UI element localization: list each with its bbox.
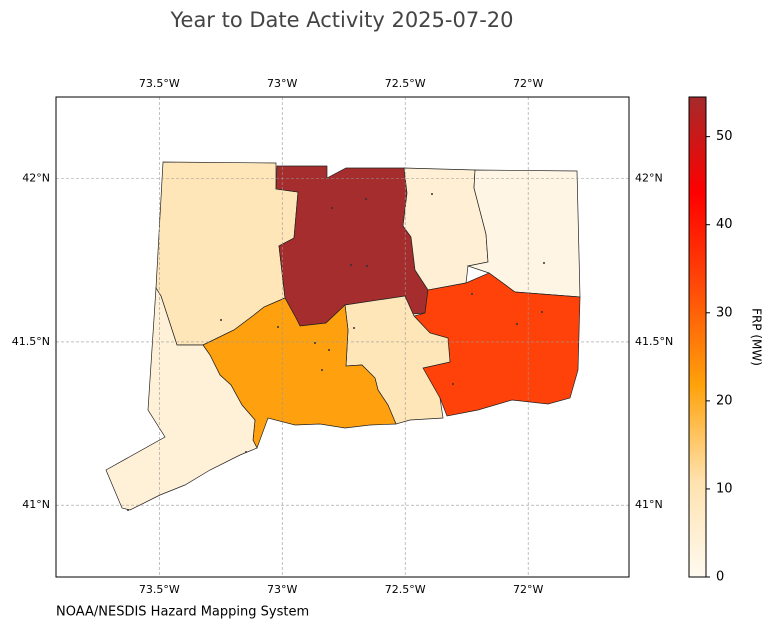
y-tick-label: 41°N — [22, 498, 50, 511]
x-tick-label: 73.5°W — [139, 77, 180, 90]
y-tick-label: 42°N — [635, 172, 663, 185]
x-tick-label: 73.5°W — [139, 583, 180, 596]
colorbar-tick-label: 40 — [716, 217, 733, 232]
colorbar-tick-label: 10 — [716, 481, 733, 496]
hotspot — [245, 451, 247, 453]
x-tick-label: 73°W — [267, 77, 297, 90]
x-tick-label: 72°W — [513, 77, 543, 90]
colorbar-tick-label: 0 — [716, 570, 724, 585]
hotspot — [541, 311, 543, 313]
county — [105, 286, 258, 511]
y-tick-label: 42°N — [22, 172, 50, 185]
colorbar-tick-label: 50 — [716, 129, 733, 144]
colorbar-tick-label: 20 — [716, 393, 733, 408]
hotspot — [516, 323, 518, 325]
hotspot — [331, 207, 333, 209]
hotspot — [366, 265, 368, 267]
y-tick-label: 41.5°N — [12, 335, 50, 348]
hotspot — [220, 319, 222, 321]
colorbar-label: FRP (MW) — [750, 308, 764, 366]
hotspot — [314, 342, 316, 344]
hotspot — [321, 369, 323, 371]
hotspot — [431, 193, 433, 195]
map-title: Year to Date Activity 2025-07-20 — [169, 8, 513, 32]
x-tick-label: 72°W — [513, 583, 543, 596]
x-tick-label: 73°W — [267, 583, 297, 596]
y-tick-label: 41.5°N — [635, 335, 673, 348]
hotspot — [471, 293, 473, 295]
hotspot — [277, 326, 279, 328]
hotspot — [543, 262, 545, 264]
x-tick-label: 72.5°W — [385, 77, 426, 90]
hotspot — [350, 264, 352, 266]
source-note: NOAA/NESDIS Hazard Mapping System — [56, 605, 309, 620]
colorbar-tick-label: 30 — [716, 305, 733, 320]
hotspot — [452, 383, 454, 385]
hotspot — [353, 327, 355, 329]
map-frame — [55, 96, 630, 578]
x-tick-label: 72.5°W — [385, 583, 426, 596]
hotspot — [328, 349, 330, 351]
y-tick-label: 41°N — [635, 498, 663, 511]
hotspot — [127, 509, 129, 511]
hotspot — [365, 198, 367, 200]
county — [466, 169, 581, 298]
colorbar — [688, 96, 707, 578]
